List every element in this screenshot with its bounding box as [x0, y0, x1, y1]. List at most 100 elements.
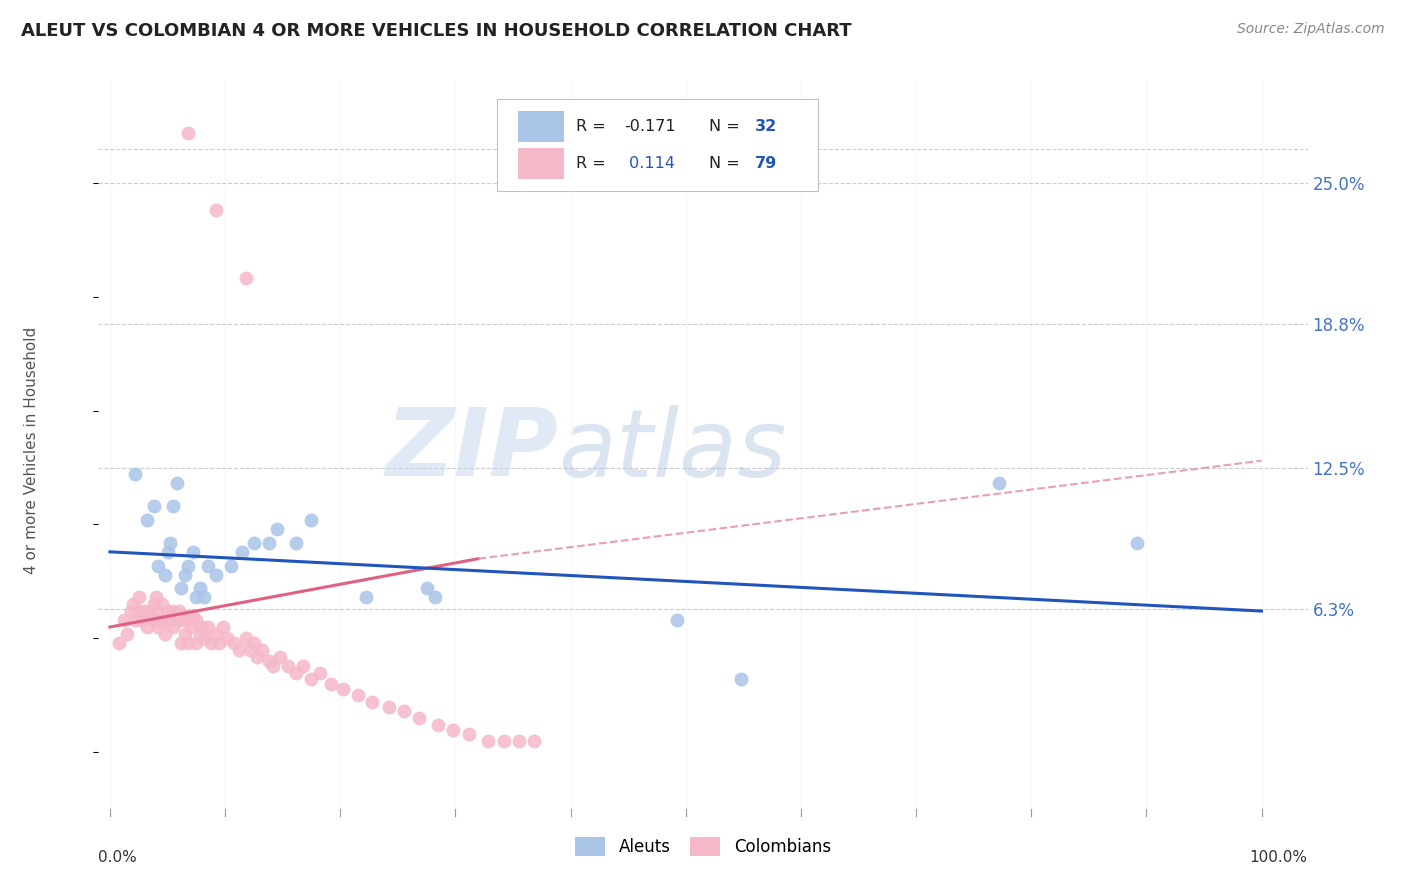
Point — [115, 627, 138, 641]
Point — [166, 476, 188, 491]
Legend: Aleuts, Colombians: Aleuts, Colombians — [567, 828, 839, 864]
Text: 0.0%: 0.0% — [98, 850, 138, 865]
FancyBboxPatch shape — [517, 148, 564, 178]
Text: 32: 32 — [755, 119, 778, 134]
Text: N =: N = — [709, 119, 745, 134]
Point — [292, 658, 315, 673]
Point — [148, 620, 170, 634]
Point — [319, 677, 342, 691]
Point — [155, 613, 177, 627]
Point — [193, 632, 215, 646]
Point — [156, 545, 179, 559]
Point — [142, 597, 165, 611]
Point — [243, 535, 266, 549]
Text: R =: R = — [576, 119, 612, 134]
Point — [477, 734, 499, 748]
Text: N =: N = — [709, 156, 745, 170]
Point — [257, 654, 280, 668]
Text: 4 or more Vehicles in Household: 4 or more Vehicles in Household — [24, 326, 39, 574]
Point — [108, 636, 131, 650]
Point — [361, 695, 384, 709]
Point — [427, 718, 450, 732]
Point — [266, 522, 288, 536]
Point — [239, 642, 262, 657]
Point — [128, 604, 150, 618]
Point — [180, 620, 202, 634]
Point — [142, 500, 165, 514]
Point — [148, 604, 170, 618]
Point — [285, 665, 308, 680]
Point — [301, 513, 323, 527]
Point — [354, 591, 377, 605]
Point — [131, 613, 153, 627]
Point — [166, 613, 188, 627]
Point — [186, 591, 208, 605]
Point — [224, 636, 246, 650]
Point — [128, 591, 150, 605]
Point — [170, 636, 193, 650]
Point — [257, 535, 280, 549]
Point — [200, 636, 222, 650]
Point — [135, 513, 157, 527]
Point — [523, 734, 546, 748]
Point — [231, 545, 253, 559]
Point — [173, 567, 195, 582]
Point — [301, 673, 323, 687]
Point — [262, 658, 284, 673]
Point — [162, 620, 184, 634]
Point — [193, 591, 215, 605]
Point — [177, 613, 200, 627]
Point — [186, 636, 208, 650]
Point — [150, 597, 173, 611]
Point — [332, 681, 354, 696]
Point — [458, 727, 481, 741]
Point — [159, 613, 181, 627]
Point — [217, 632, 239, 646]
Point — [987, 476, 1010, 491]
FancyBboxPatch shape — [498, 99, 818, 191]
Point — [181, 545, 204, 559]
Point — [308, 665, 330, 680]
Point — [188, 582, 211, 596]
Point — [122, 597, 145, 611]
Point — [377, 699, 399, 714]
Point — [173, 627, 195, 641]
Point — [124, 613, 146, 627]
Text: -0.171: -0.171 — [624, 119, 676, 134]
Text: ALEUT VS COLOMBIAN 4 OR MORE VEHICLES IN HOUSEHOLD CORRELATION CHART: ALEUT VS COLOMBIAN 4 OR MORE VEHICLES IN… — [21, 22, 852, 40]
Point — [346, 689, 368, 703]
Point — [228, 642, 250, 657]
Point — [219, 558, 242, 573]
Text: 100.0%: 100.0% — [1250, 850, 1308, 865]
Point — [730, 673, 752, 687]
Point — [1126, 535, 1149, 549]
Point — [181, 608, 204, 623]
Text: R =: R = — [576, 156, 612, 170]
Point — [191, 620, 214, 634]
Point — [162, 604, 184, 618]
Point — [145, 591, 167, 605]
Point — [162, 500, 184, 514]
Point — [277, 658, 299, 673]
Point — [665, 613, 688, 627]
Point — [235, 271, 257, 285]
Point — [269, 649, 291, 664]
Point — [246, 649, 269, 664]
Point — [177, 558, 200, 573]
Point — [177, 126, 200, 140]
Point — [415, 582, 437, 596]
Point — [156, 604, 179, 618]
Point — [170, 613, 193, 627]
Point — [135, 620, 157, 634]
Point — [205, 203, 228, 218]
Point — [285, 535, 308, 549]
Text: Source: ZipAtlas.com: Source: ZipAtlas.com — [1237, 22, 1385, 37]
Point — [492, 734, 515, 748]
Point — [120, 604, 142, 618]
Text: ZIP: ZIP — [385, 404, 558, 497]
Text: atlas: atlas — [558, 405, 786, 496]
Point — [208, 636, 231, 650]
Point — [235, 632, 257, 646]
Point — [177, 636, 200, 650]
Text: 79: 79 — [755, 156, 778, 170]
